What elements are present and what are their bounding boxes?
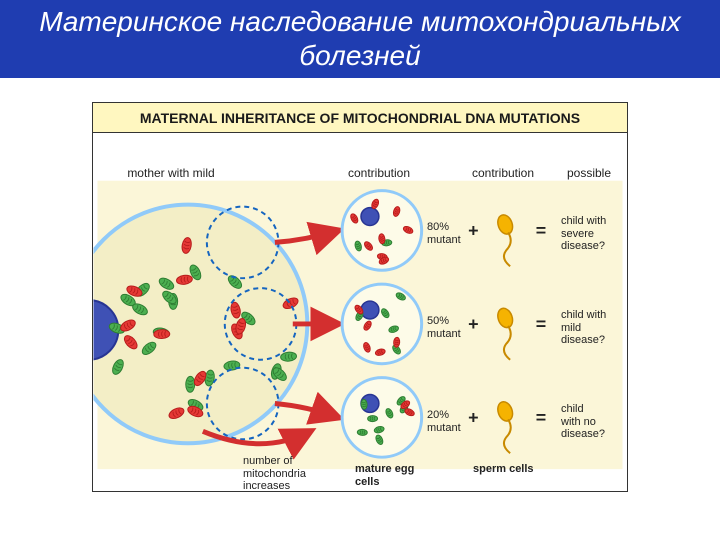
diagram-banner: MATERNAL INHERITANCE OF MITOCHONDRIAL DN… xyxy=(93,103,627,133)
pct-label-0: 80%mutant xyxy=(427,221,461,246)
bottom-label-a: number ofmitochondriaincreases xyxy=(243,455,306,493)
slide-title: Материнское наследование митохондриальны… xyxy=(0,0,720,78)
svg-text:=: = xyxy=(536,314,546,334)
svg-text:=: = xyxy=(536,220,546,240)
diagram-container: MATERNAL INHERITANCE OF MITOCHONDRIAL DN… xyxy=(92,102,628,492)
svg-text:+: + xyxy=(468,220,478,240)
diagram-stage: mother with mildor no symptoms contribut… xyxy=(93,133,627,491)
diagram-svg: + = + = + = xyxy=(93,133,627,491)
svg-text:=: = xyxy=(536,407,546,427)
outcome-1: child withmilddisease? xyxy=(561,309,606,347)
svg-text:+: + xyxy=(468,407,478,427)
pct-label-1: 50%mutant xyxy=(427,315,461,340)
outcome-2: childwith nodisease? xyxy=(561,403,605,441)
svg-text:+: + xyxy=(468,314,478,334)
pct-label-2: 20%mutant xyxy=(427,409,461,434)
bottom-label-b: mature eggcells xyxy=(355,463,414,488)
bottom-label-c: sperm cells xyxy=(473,463,534,476)
outcome-0: child withseveredisease? xyxy=(561,215,606,253)
